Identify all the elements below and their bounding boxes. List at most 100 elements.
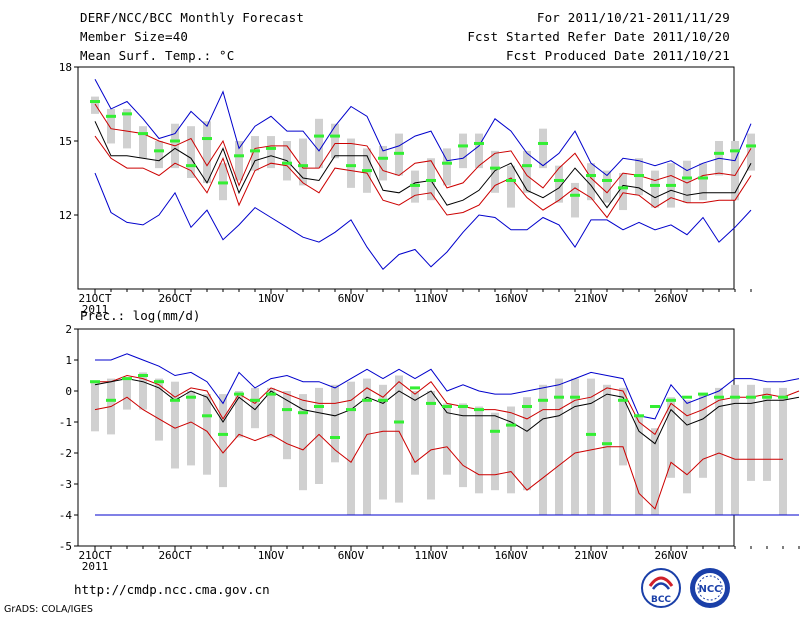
temperature-range-bar [651, 170, 659, 208]
precipitation-member-mean-mark [298, 411, 308, 415]
precipitation-member-mean-mark [154, 380, 164, 384]
temperature-range-bar [747, 133, 755, 171]
precipitation-range-bar [523, 397, 531, 491]
temperature-mean-line [94, 121, 752, 209]
precipitation-member-mean-mark [346, 408, 356, 412]
precipitation-member-mean-mark [458, 405, 468, 408]
temperature-member-mean-mark [554, 178, 564, 182]
temperature-range-bar [251, 136, 259, 171]
precipitation-member-mean-mark [122, 377, 132, 381]
precipitation-member-mean-mark [538, 398, 548, 402]
precipitation-range-bar [299, 394, 307, 491]
precipitation-ytick-label: 0 [65, 385, 72, 398]
precipitation-range-bar [187, 391, 195, 466]
temperature-range-bar [539, 128, 547, 169]
temperature-member-mean-mark [602, 178, 612, 182]
precipitation-mean-line [94, 378, 800, 445]
temperature-member-mean-mark [378, 156, 388, 160]
precipitation-range-bar [779, 387, 787, 515]
temperature-member-mean-mark [218, 181, 228, 185]
temperature-member-mean-mark [442, 161, 452, 165]
temperature-member-mean-mark [234, 154, 244, 158]
temperature-range-bar [347, 138, 355, 188]
precipitation-range-bar [411, 391, 419, 475]
temperature-member-mean-mark [154, 149, 164, 153]
precipitation-member-mean-mark [490, 429, 500, 433]
precipitation-ytick-label: -5 [59, 540, 72, 553]
temperature-member-mean-mark [106, 114, 116, 118]
precipitation-range-bar [171, 381, 179, 469]
temperature-member-mean-mark [266, 146, 276, 150]
temperature-range-bar [683, 160, 691, 203]
temperature-std-lower-line [94, 135, 752, 219]
precipitation-ytick-label: 2 [65, 323, 72, 336]
precipitation-range-bar [251, 387, 259, 429]
precipitation-member-mean-mark [394, 420, 404, 424]
precipitation-member-mean-mark [778, 395, 788, 399]
temperature-xtick-year: 2011 [82, 303, 109, 316]
precipitation-range-bar [651, 428, 659, 515]
temperature-range-bar [139, 126, 147, 159]
precipitation-range-bar [699, 394, 707, 478]
temperature-member-mean-mark [202, 137, 212, 141]
precipitation-range-bar [555, 378, 563, 515]
temperature-range-bar [555, 165, 563, 203]
temperature-range-bar [523, 150, 531, 193]
precipitation-range-bar [539, 384, 547, 515]
temperature-range-bar [299, 138, 307, 186]
started-date: Fcst Started Refer Date 2011/10/20 [467, 29, 730, 44]
source-url[interactable]: http://cmdp.ncc.cma.gov.cn [74, 582, 270, 597]
temperature-member-mean-mark [250, 149, 260, 153]
temperature-range-bar [379, 145, 387, 181]
temperature-member-mean-mark [122, 112, 132, 116]
precipitation-xtick-label: 1NOV [258, 549, 285, 562]
precipitation-range-bar [139, 372, 147, 410]
precipitation-member-mean-mark [106, 398, 116, 402]
temperature-member-mean-mark [426, 178, 436, 182]
temperature-range-bar [187, 126, 195, 178]
precipitation-range-bar [459, 403, 467, 488]
temperature-xtick-label: 26OCT [158, 292, 191, 305]
precipitation-member-mean-mark [730, 395, 740, 399]
precipitation-member-mean-mark [234, 392, 244, 396]
temperature-range-bar [155, 141, 163, 169]
temperature-member-mean-mark [730, 149, 740, 153]
temperature-range-bar [587, 163, 595, 201]
precipitation-range-bar [619, 387, 627, 466]
precipitation-member-mean-mark [666, 398, 676, 402]
precipitation-xtick-year: 2011 [82, 560, 109, 573]
temperature-min-line [94, 172, 752, 271]
temperature-member-mean-mark [714, 151, 724, 155]
temperature-range-bar [267, 136, 275, 169]
precipitation-range-bar [395, 375, 403, 503]
temperature-member-mean-mark [394, 151, 404, 155]
precipitation-member-mean-mark [714, 395, 724, 399]
member-size: Member Size=40 [80, 29, 189, 44]
precipitation-range-bar [491, 412, 499, 491]
ncc-logo: NCC [690, 568, 730, 608]
precipitation-member-mean-mark [378, 398, 388, 402]
temperature-member-mean-mark [458, 144, 468, 148]
precipitation-member-mean-mark [314, 405, 324, 408]
grads-credit: GrADS: COLA/IGES [4, 604, 93, 615]
temperature-max-line [94, 79, 752, 177]
precipitation-member-mean-mark [698, 392, 708, 396]
precipitation-member-mean-mark [746, 395, 756, 399]
precipitation-member-mean-mark [202, 414, 212, 418]
precip-variable-label: Prec.: log(mm/d) [80, 308, 200, 323]
temperature-range-bar [731, 141, 739, 201]
precipitation-range-bar [587, 378, 595, 515]
precipitation-member-mean-mark [362, 398, 372, 402]
bcc-logo: BCC [641, 568, 681, 608]
precipitation-member-mean-mark [602, 442, 612, 446]
precipitation-range-bar [155, 378, 163, 441]
temperature-member-mean-mark [650, 183, 660, 187]
precipitation-range-bar [667, 397, 675, 478]
precipitation-range-bar [331, 384, 339, 463]
temperature-member-mean-mark [634, 174, 644, 178]
precipitation-member-mean-mark [90, 380, 100, 384]
precipitation-xtick-label: 21OCT [78, 549, 111, 562]
precipitation-range-bar [203, 394, 211, 475]
temperature-xtick-label: 16NOV [494, 292, 527, 305]
